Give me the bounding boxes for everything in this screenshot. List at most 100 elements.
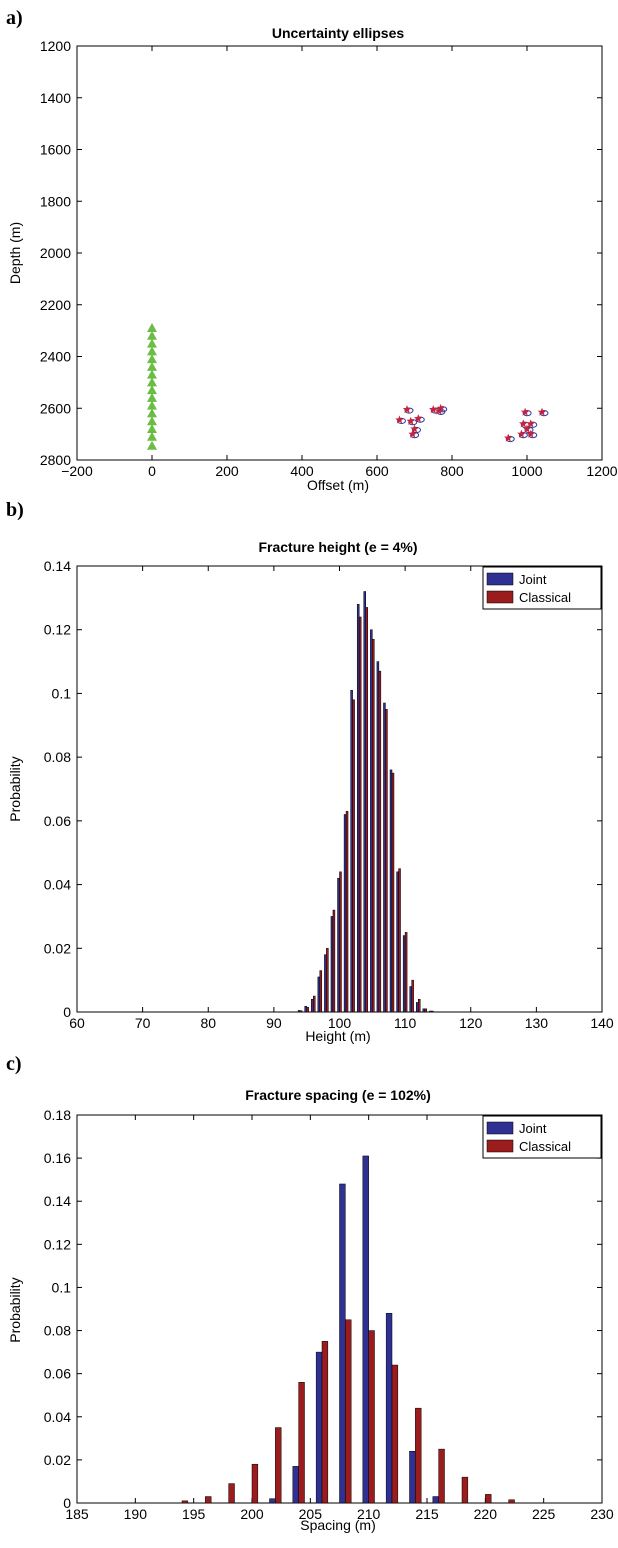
bar-joint [376,661,380,1013]
bar-classical [365,607,368,1013]
panel-label-a: a) [6,7,23,29]
uncertainty-ellipse [522,410,532,417]
bar-classical [508,1499,515,1504]
x-tick-label: 800 [440,463,464,479]
y-tick-label: 2600 [40,400,71,416]
receiver-triangle [147,323,157,333]
x-tick-label: 80 [200,1015,216,1031]
bar-joint [337,877,340,1013]
x-tick-label: 185 [65,1506,89,1522]
panel-label-c: c) [6,1053,22,1075]
uncertainty-ellipse [397,417,406,424]
y-tick-label: 2800 [40,452,71,468]
event-star [434,406,444,415]
bar-classical [424,1008,428,1013]
bar-classical [228,1483,235,1504]
x-tick-label: 100 [328,1015,352,1031]
bar-classical [398,868,401,1013]
bar-joint [317,976,321,1013]
bar-classical [298,1382,305,1504]
x-tick-label: 230 [590,1506,614,1522]
uncertainty-ellipse [408,419,418,426]
x-tick-label: 120 [459,1015,483,1031]
event-star [428,405,438,414]
uncertainty-ellipse [404,407,414,414]
bar-joint [363,591,366,1013]
bar-joint [324,954,327,1013]
bar-joint [385,1313,393,1504]
bar-classical [418,999,421,1013]
receiver-triangle [147,361,157,371]
y-tick-label: 1400 [40,90,71,106]
x-tick-label: 1200 [586,463,617,479]
event-star [413,414,423,423]
bar-classical [391,772,395,1013]
y-ticks-c: 0 0.02 0.04 0.06 0.08 0.1 0.12 0.14 0.16 0.18 [44,1107,602,1511]
legend-label-joint: Joint [519,572,547,587]
y-tick-label: 0 [63,1495,71,1511]
bar-classical [313,995,316,1013]
bar-classical [385,709,388,1013]
receiver-triangle [147,330,157,340]
bar-classical [461,1476,469,1504]
bar-classical [411,979,414,1013]
bar-joint [311,999,314,1013]
x-ticks-b: 60 70 80 90 100 110 120 130 140 [69,566,614,1031]
y-tick-label: 0.1 [52,1279,72,1295]
bar-joint [409,986,412,1013]
legend-c: Joint Classical [482,1115,602,1159]
bar-classical [431,1010,434,1013]
bar-joint [370,629,373,1013]
event-star [517,429,526,438]
event-star [518,419,528,428]
chart-title-b: Fracture height (e = 4%) [258,539,417,555]
x-tick-label: 110 [394,1015,417,1031]
bar-joint [389,769,393,1013]
event-star [408,429,417,438]
x-axis-label-a: Offset (m) [307,477,369,493]
legend-swatch-joint [486,572,514,586]
bar-classical [251,1463,259,1504]
event-star [503,433,513,442]
event-star [526,429,536,438]
x-tick-label: 210 [357,1506,381,1522]
receiver-triangle [147,385,157,395]
event-star [520,407,530,416]
y-tick-label: 1600 [40,142,71,158]
uncertainty-ellipse [436,408,446,415]
x-tick-label: 400 [290,463,314,479]
y-tick-label: 0.1 [52,685,72,701]
y-tick-label: 0.02 [44,1452,71,1468]
y-tick-label: 2400 [40,349,71,365]
bar-joint [432,1496,439,1504]
event-star [522,424,532,433]
y-ticks-a: 1200 1400 1600 1800 2000 2200 2400 2600 2800 [40,38,602,468]
uncertainty-ellipse [524,426,534,434]
x-tick-label: 600 [365,463,389,479]
event-star [402,405,412,414]
receiver-triangle [147,354,157,364]
uncertainty-ellipse [505,435,515,443]
bar-joint [416,1002,419,1013]
x-axis-label-c: Spacing (m) [300,1517,375,1533]
receiver-triangle [147,431,157,441]
marks-c [181,1155,515,1504]
legend-b: Joint Classical [482,566,602,610]
bar-classical [404,932,408,1013]
bar-joint [429,1010,432,1013]
uncertainty-ellipse [539,410,549,417]
x-tick-label: 1000 [511,463,542,479]
bar-classical [345,811,349,1013]
bar-joint [269,1498,276,1504]
y-tick-label: 0.12 [44,1236,71,1252]
chart-title-a: Uncertainty ellipses [272,25,404,41]
uncertainty-ellipse [410,432,420,439]
y-axis-label-b: Probability [7,756,23,821]
y-tick-label: 0.04 [44,1409,71,1425]
panel-c: c) Fracture spacing (e = 102%) 185 190 195… [6,1053,614,1533]
bar-joint [402,935,406,1013]
y-tick-label: 0.14 [44,1193,71,1209]
bar-joint [383,702,386,1013]
bar-joint [396,871,399,1013]
uncertainty-ellipse [528,421,538,428]
